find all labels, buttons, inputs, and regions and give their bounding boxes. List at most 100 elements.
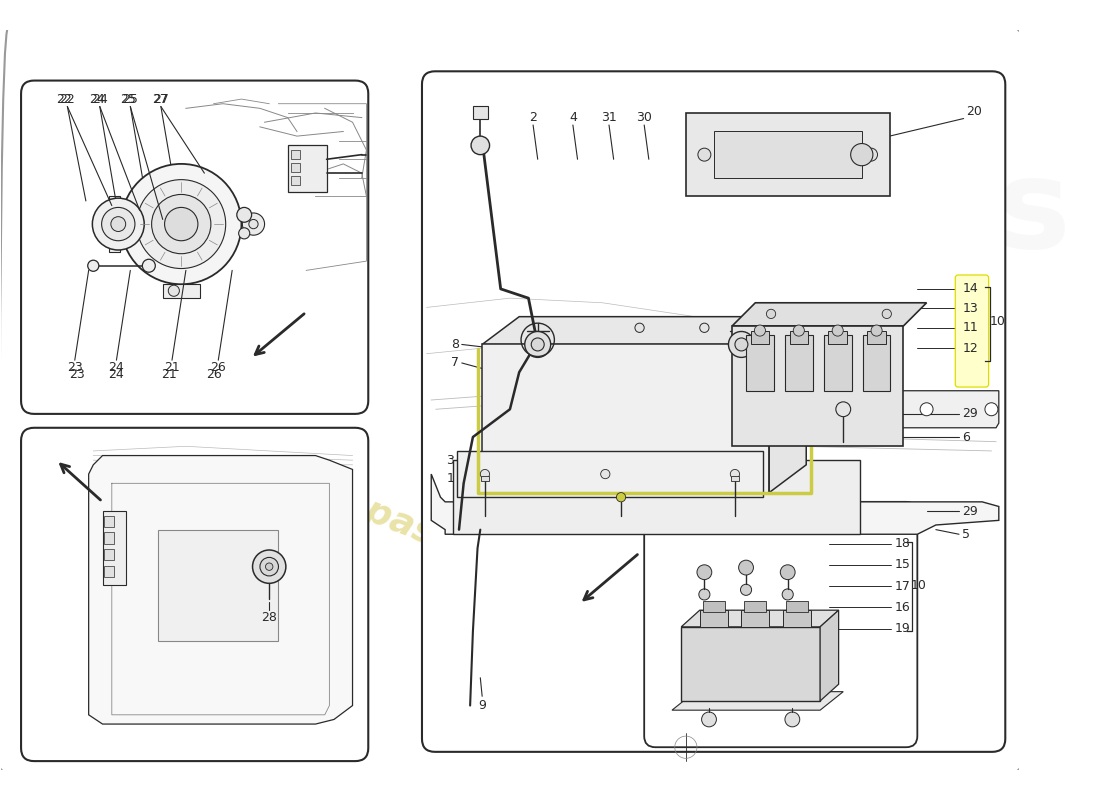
Bar [785, 601, 808, 612]
Circle shape [242, 213, 265, 235]
Bar [158, 530, 278, 641]
Circle shape [136, 180, 226, 269]
Bar [700, 610, 727, 627]
Bar [783, 610, 811, 627]
Text: easyss: easyss [597, 154, 1071, 275]
Circle shape [253, 550, 286, 583]
Text: 26: 26 [210, 361, 227, 374]
Circle shape [782, 589, 793, 600]
Text: 20: 20 [967, 105, 982, 118]
Polygon shape [431, 474, 999, 534]
Circle shape [735, 338, 748, 351]
Text: 23: 23 [68, 367, 85, 381]
Text: 26: 26 [206, 367, 221, 381]
Circle shape [865, 148, 878, 161]
Bar [109, 196, 120, 252]
Text: 4: 4 [569, 111, 576, 124]
Bar [741, 610, 769, 627]
Bar [806, 390, 880, 428]
Bar [481, 476, 488, 482]
Bar [290, 150, 300, 159]
Text: 30: 30 [636, 111, 652, 124]
Text: 22: 22 [59, 93, 75, 106]
Circle shape [142, 259, 155, 272]
Circle shape [481, 470, 490, 478]
Text: 3: 3 [447, 454, 454, 466]
Text: 1: 1 [447, 472, 454, 486]
Circle shape [635, 323, 645, 333]
Polygon shape [681, 610, 838, 627]
Circle shape [101, 207, 135, 241]
Bar [867, 330, 886, 345]
Bar [104, 566, 113, 577]
Bar [703, 601, 725, 612]
Circle shape [832, 325, 844, 336]
Text: 11: 11 [964, 322, 979, 334]
Text: 31: 31 [601, 111, 617, 124]
Circle shape [793, 325, 804, 336]
Text: 12: 12 [964, 342, 979, 354]
Circle shape [121, 164, 241, 284]
Text: 6: 6 [961, 430, 969, 443]
Circle shape [165, 207, 198, 241]
Text: 16: 16 [894, 601, 910, 614]
Text: 19: 19 [894, 622, 910, 635]
Circle shape [785, 712, 800, 727]
Bar [862, 335, 891, 390]
Text: 8: 8 [451, 338, 459, 351]
Circle shape [152, 194, 211, 254]
Bar [473, 106, 487, 119]
FancyBboxPatch shape [422, 71, 1005, 752]
Bar [288, 146, 327, 192]
Circle shape [728, 331, 755, 358]
Bar [745, 601, 767, 612]
Circle shape [984, 402, 998, 416]
Circle shape [265, 563, 273, 570]
Circle shape [882, 310, 891, 318]
Bar [686, 113, 890, 196]
Polygon shape [733, 302, 926, 326]
Circle shape [755, 325, 766, 336]
Circle shape [88, 260, 99, 271]
Circle shape [850, 143, 873, 166]
Text: 15: 15 [894, 558, 910, 571]
Text: 23: 23 [67, 361, 82, 374]
Circle shape [730, 470, 739, 478]
Circle shape [111, 217, 125, 231]
Circle shape [700, 323, 710, 333]
Polygon shape [672, 692, 844, 710]
Text: 7: 7 [451, 357, 459, 370]
FancyBboxPatch shape [21, 81, 368, 414]
Text: 24: 24 [109, 361, 124, 374]
Text: 27: 27 [153, 93, 168, 106]
Polygon shape [482, 317, 806, 345]
Circle shape [697, 565, 712, 580]
Text: 21: 21 [162, 367, 177, 381]
Circle shape [920, 402, 933, 416]
Bar [714, 131, 861, 178]
Polygon shape [769, 317, 806, 493]
Circle shape [780, 565, 795, 580]
Bar [102, 511, 125, 585]
Text: 17: 17 [894, 580, 910, 593]
Circle shape [767, 310, 775, 318]
Polygon shape [880, 390, 999, 428]
Bar [104, 533, 113, 543]
Bar [790, 330, 808, 345]
Polygon shape [733, 326, 903, 446]
Bar [144, 217, 148, 231]
Circle shape [260, 558, 278, 576]
Circle shape [601, 470, 609, 478]
Polygon shape [482, 345, 769, 493]
FancyBboxPatch shape [955, 275, 989, 387]
Text: 10: 10 [990, 314, 1005, 328]
Bar [746, 335, 773, 390]
Bar [452, 460, 860, 534]
Circle shape [616, 493, 626, 502]
Text: 13: 13 [964, 302, 979, 315]
Bar [785, 335, 813, 390]
Circle shape [239, 228, 250, 239]
Polygon shape [89, 455, 352, 724]
Circle shape [92, 198, 144, 250]
Bar [104, 549, 113, 560]
